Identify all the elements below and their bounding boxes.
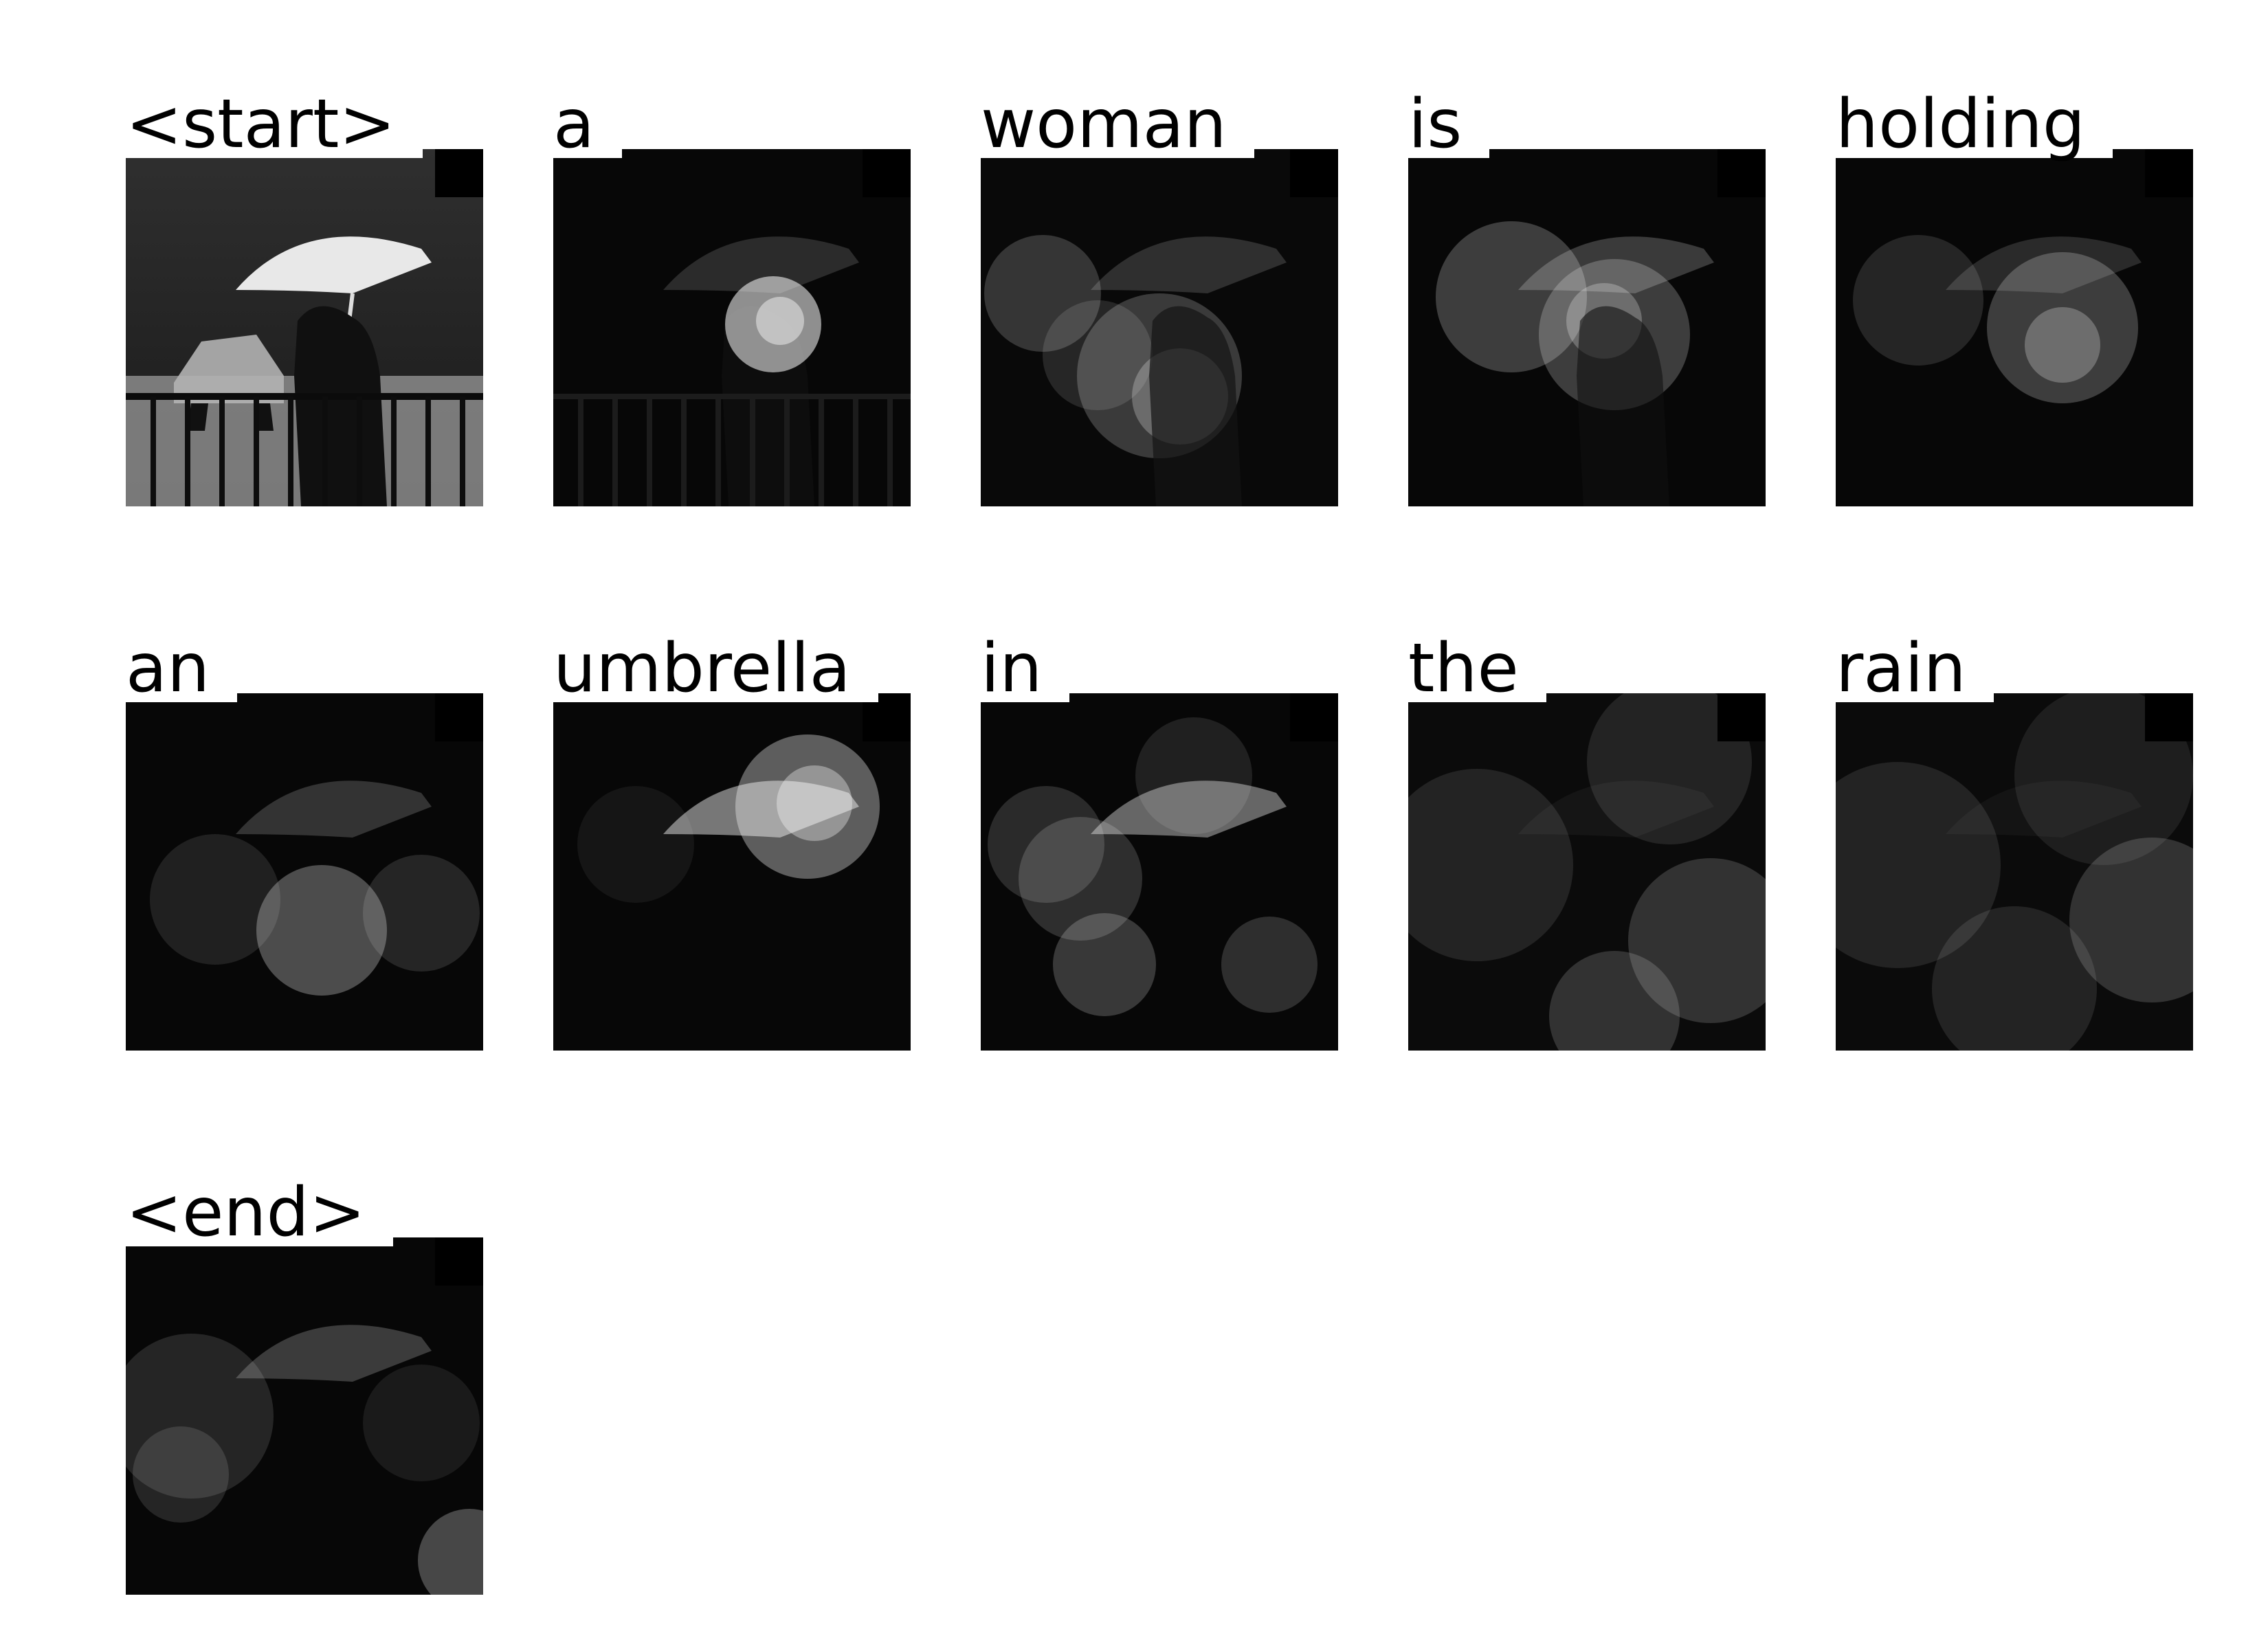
attention-image <box>1836 149 2193 506</box>
black-notch <box>435 1237 483 1286</box>
token-word: holding <box>1836 91 2113 158</box>
token-panel-is: is <box>1408 91 1766 517</box>
token-panel-umbrella: umbrella <box>553 635 911 1061</box>
scene-image <box>126 149 483 506</box>
black-notch <box>435 693 483 741</box>
black-notch <box>435 149 483 197</box>
scene-image <box>1836 693 2193 1051</box>
attention-image <box>981 693 1338 1051</box>
attention-image <box>126 1237 483 1595</box>
token-panel-woman: woman <box>981 91 1338 517</box>
token-word: the <box>1408 635 1546 702</box>
scene-image <box>1408 149 1766 506</box>
black-notch <box>1717 149 1766 197</box>
token-word: umbrella <box>553 635 878 702</box>
attention-image <box>1408 693 1766 1051</box>
black-notch <box>1290 149 1338 197</box>
token-word: in <box>981 635 1070 702</box>
attention-image <box>981 149 1338 506</box>
token-panel-in: in <box>981 635 1338 1061</box>
token-panel-a: a <box>553 91 911 517</box>
attention-image <box>1408 149 1766 506</box>
token-word: a <box>553 91 623 158</box>
black-notch <box>1290 693 1338 741</box>
token-panel-end: <end> <box>126 1179 483 1605</box>
scene-image <box>981 149 1338 506</box>
scene-image <box>126 1237 483 1595</box>
black-notch <box>1717 693 1766 741</box>
scene-image <box>553 693 911 1051</box>
black-notch <box>2145 693 2193 741</box>
token-word: rain <box>1836 635 1994 702</box>
scene-image <box>126 693 483 1051</box>
token-panel-rain: rain <box>1836 635 2193 1061</box>
token-panel-an: an <box>126 635 483 1061</box>
token-panel-holding: holding <box>1836 91 2193 517</box>
token-panel-start: <start> <box>126 91 483 517</box>
scene-image <box>981 693 1338 1051</box>
token-panel-the: the <box>1408 635 1766 1061</box>
token-word: an <box>126 635 238 702</box>
scene-image <box>1836 149 2193 506</box>
scene-image <box>553 149 911 506</box>
attention-image <box>553 693 911 1051</box>
black-notch <box>863 149 911 197</box>
token-word: woman <box>981 91 1254 158</box>
attention-image <box>553 149 911 506</box>
scene-image <box>1408 693 1766 1051</box>
attention-image <box>126 149 483 506</box>
token-word: <end> <box>126 1179 393 1246</box>
attention-image <box>126 693 483 1051</box>
token-word: is <box>1408 91 1490 158</box>
token-word: <start> <box>126 91 423 158</box>
attention-image <box>1836 693 2193 1051</box>
black-notch <box>2145 149 2193 197</box>
